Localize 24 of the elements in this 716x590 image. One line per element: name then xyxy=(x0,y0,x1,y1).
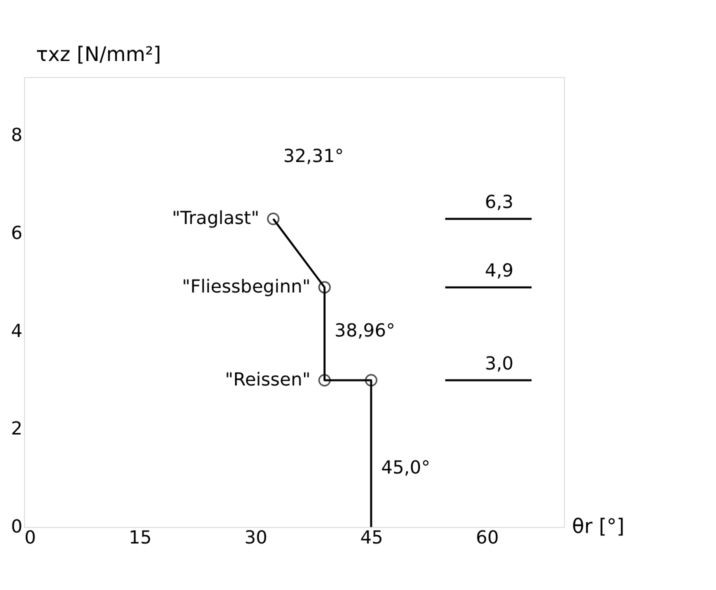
annotation: 38,96° xyxy=(334,320,396,342)
point xyxy=(364,374,378,386)
y-axis-title: τxz [N/mm²] xyxy=(36,42,162,66)
point xyxy=(267,212,280,226)
ref-line-label: 6,3 xyxy=(484,192,514,213)
y-tick-label: 6 xyxy=(11,223,22,244)
point xyxy=(318,374,331,386)
y-tick-label: 8 xyxy=(11,125,22,146)
annotation: "Traglast" xyxy=(172,208,260,229)
ref-line-label: 4,9 xyxy=(484,260,514,282)
x-tick-label: 0 xyxy=(24,528,36,548)
point xyxy=(318,281,331,294)
x-tick-label: 45 xyxy=(360,528,384,548)
x-tick-label: 60 xyxy=(476,528,499,548)
annotation: 32,31° xyxy=(283,146,344,167)
x-tick-label: 15 xyxy=(128,528,152,548)
y-tick-label: 4 xyxy=(11,320,22,342)
annotation: "Fliessbeginn" xyxy=(182,276,311,298)
annotation: 45,0° xyxy=(381,457,430,478)
ref-line-label: 3,0 xyxy=(484,353,514,374)
annotation: "Reissen" xyxy=(224,369,311,390)
y-tick-label: 2 xyxy=(11,418,22,440)
x-tick-label: 30 xyxy=(244,528,268,548)
x-axis-title: θr [°] xyxy=(572,514,624,538)
